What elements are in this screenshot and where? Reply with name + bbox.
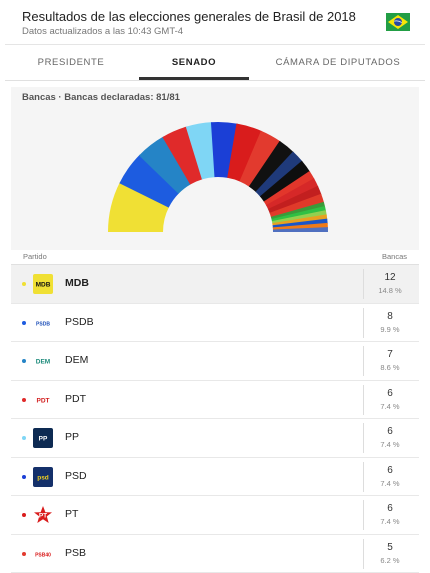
- pdt-logo-icon: PDT: [33, 390, 53, 410]
- party-percentage: 7.4 %: [375, 479, 405, 488]
- svg-text:MDB: MDB: [36, 282, 51, 289]
- party-row-psb[interactable]: PSB40 PSB 5 6.2 %: [11, 535, 419, 573]
- dem-logo-icon: DEM: [33, 351, 53, 371]
- seats-column-header: Bancas: [382, 252, 407, 261]
- party-name: PSDB: [65, 316, 94, 328]
- party-name: PSB: [65, 547, 86, 559]
- party-seats: 12: [375, 272, 405, 283]
- tab-bar: PRESIDENTE SENADO CÁMARA DE DIPUTADOS: [5, 44, 425, 81]
- party-color-dot: [22, 321, 26, 325]
- pt-star-logo-icon: PT: [33, 505, 53, 525]
- tab-presidente[interactable]: PRESIDENTE: [5, 45, 137, 80]
- party-percentage: 9.9 %: [375, 325, 405, 334]
- party-seats: 6: [375, 388, 405, 399]
- divider: [363, 500, 364, 530]
- divider: [363, 423, 364, 453]
- party-color-dot: [22, 513, 26, 517]
- party-percentage: 7.4 %: [375, 402, 405, 411]
- party-color-dot: [22, 436, 26, 440]
- last-updated-text: Datos actualizados a las 10:43 GMT-4: [22, 26, 183, 37]
- divider: [363, 346, 364, 376]
- party-name: PP: [65, 431, 79, 443]
- party-seats: 5: [375, 542, 405, 553]
- svg-text:PDT: PDT: [37, 397, 50, 404]
- party-percentage: 8.6 %: [375, 363, 405, 372]
- party-percentage: 6.2 %: [375, 556, 405, 565]
- party-color-dot: [22, 282, 26, 286]
- psd-logo-icon: psd: [33, 467, 53, 487]
- header: Resultados de las elecciones generales d…: [0, 0, 430, 44]
- svg-text:PSB40: PSB40: [35, 552, 51, 558]
- active-tab-indicator: [139, 77, 249, 80]
- party-seats: 6: [375, 503, 405, 514]
- party-row-pt[interactable]: PT PT 6 7.4 %: [11, 496, 419, 535]
- divider: [363, 462, 364, 492]
- svg-text:DEM: DEM: [36, 359, 50, 366]
- party-color-dot: [22, 359, 26, 363]
- party-row-pp[interactable]: PP PP 6 7.4 %: [11, 419, 419, 458]
- psb-logo-icon: PSB40: [33, 544, 53, 564]
- party-name: PT: [65, 508, 78, 520]
- divider: [363, 539, 364, 569]
- party-row-mdb[interactable]: MDB MDB 12 14.8 %: [11, 265, 419, 304]
- party-name: DEM: [65, 354, 88, 366]
- tab-senado[interactable]: SENADO: [139, 45, 249, 80]
- divider: [363, 308, 364, 338]
- seats-summary-bar: Bancas · Bancas declaradas: 81/81: [11, 87, 419, 109]
- svg-text:PSDB: PSDB: [36, 321, 50, 327]
- party-seats: 6: [375, 426, 405, 437]
- party-color-dot: [22, 398, 26, 402]
- party-percentage: 14.8 %: [375, 286, 405, 295]
- party-color-dot: [22, 552, 26, 556]
- psdb-logo-icon: PSDB: [33, 313, 53, 333]
- svg-text:PP: PP: [39, 436, 48, 443]
- pp-logo-icon: PP: [33, 428, 53, 448]
- tab-camara-de-diputados[interactable]: CÁMARA DE DIPUTADOS: [251, 45, 425, 80]
- party-row-pdt[interactable]: PDT PDT 6 7.4 %: [11, 381, 419, 420]
- party-column-header: Partido: [23, 252, 47, 261]
- party-row-dem[interactable]: DEM DEM 7 8.6 %: [11, 342, 419, 381]
- party-percentage: 7.4 %: [375, 440, 405, 449]
- divider: [363, 385, 364, 415]
- party-seats: 7: [375, 349, 405, 360]
- brazil-flag-icon: [386, 13, 410, 31]
- party-name: PSD: [65, 470, 87, 482]
- party-row-psdb[interactable]: PSDB PSDB 8 9.9 %: [11, 304, 419, 343]
- hemicycle-chart-area: [11, 109, 419, 250]
- svg-text:PT: PT: [39, 513, 47, 520]
- svg-text:psd: psd: [37, 474, 49, 481]
- party-seats: 6: [375, 465, 405, 476]
- party-seats: 8: [375, 311, 405, 322]
- mdb-logo-icon: MDB: [33, 274, 53, 294]
- table-header: Partido Bancas: [11, 250, 419, 265]
- divider: [363, 269, 364, 299]
- party-name: MDB: [65, 277, 89, 289]
- party-list: MDB MDB 12 14.8 % PSDB PSDB 8 9.9 % DEM …: [11, 265, 419, 573]
- page-title: Resultados de las elecciones generales d…: [22, 9, 356, 24]
- hemicycle-chart: [11, 109, 419, 250]
- party-row-psd[interactable]: psd PSD 6 7.4 %: [11, 458, 419, 497]
- party-name: PDT: [65, 393, 86, 405]
- party-percentage: 7.4 %: [375, 517, 405, 526]
- seats-summary-text: Bancas · Bancas declaradas: 81/81: [22, 92, 180, 103]
- party-color-dot: [22, 475, 26, 479]
